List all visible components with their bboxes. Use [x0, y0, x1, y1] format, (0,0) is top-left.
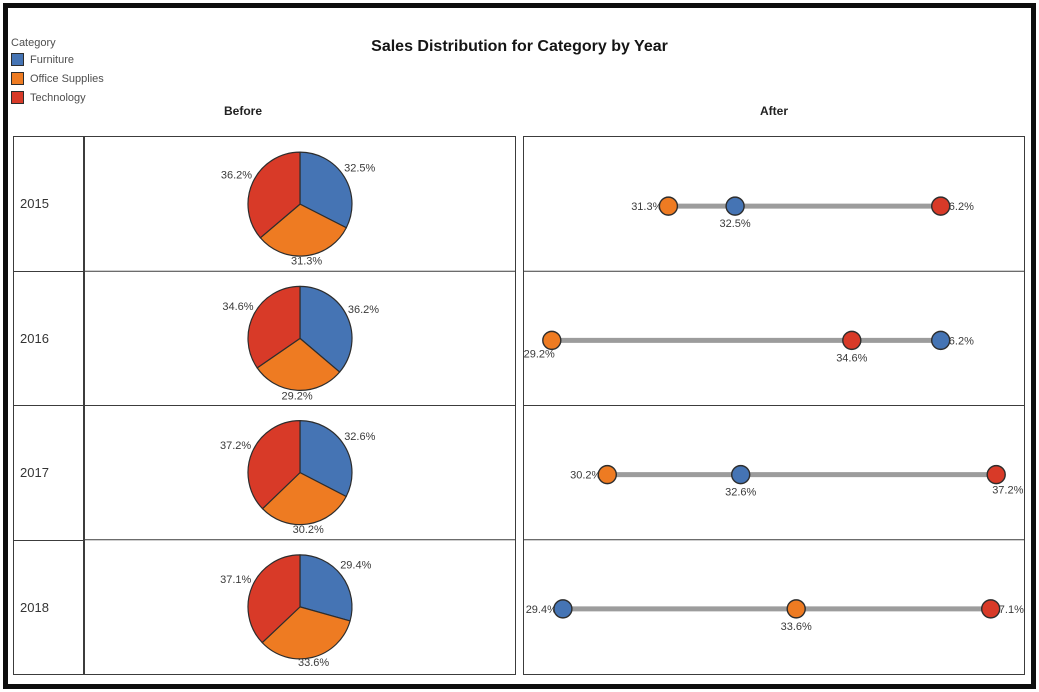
dot-label-technology-2015: 36.2%	[943, 201, 974, 213]
pie-label-technology-2016: 34.6%	[222, 301, 253, 313]
dot-label-office-supplies-2016: 29.2%	[524, 348, 555, 360]
dot-label-office-supplies-2018: 33.6%	[781, 621, 812, 633]
row-header-2018: 2018	[20, 599, 49, 615]
pie-slice-technology-2017[interactable]	[247, 420, 301, 510]
pie-slice-office-supplies-2018[interactable]	[261, 606, 351, 660]
pie-label-technology-2018: 37.1%	[220, 574, 251, 586]
dot-technology-2017[interactable]	[986, 464, 1006, 485]
office-supplies-color-swatch	[11, 72, 24, 85]
after-column-header: After	[759, 104, 788, 118]
furniture-color-swatch	[11, 53, 24, 66]
pie-label-furniture-2017: 32.6%	[344, 431, 375, 443]
dot-office-supplies-2016[interactable]	[542, 330, 562, 351]
row-header-2017: 2017	[14, 406, 83, 541]
pie-slice-technology-2016[interactable]	[247, 285, 301, 369]
legend-item-office-supplies[interactable]: Office Supplies	[11, 72, 104, 85]
dot-technology-2016[interactable]	[842, 330, 862, 351]
dot-office-supplies-2017[interactable]	[597, 464, 618, 485]
pie-slice-technology-2018[interactable]	[247, 554, 301, 644]
pie-slice-office-supplies-2016[interactable]	[256, 337, 341, 391]
after-dumbbell-svg: 32.5% 31.3% 36.2% 36.2% 29.2% 34.6% 32.6% 30.2%…	[524, 196, 1024, 633]
row-header-2015: 2015	[14, 137, 83, 272]
pie-slice-office-supplies-2017[interactable]	[261, 472, 347, 526]
row-header-2016: 2016	[14, 272, 83, 406]
legend-label-furniture: Furniture	[30, 53, 75, 66]
pie-label-office-supplies-2018: 33.6%	[298, 657, 329, 669]
technology-color-swatch	[11, 91, 24, 104]
dot-label-furniture-2017: 32.6%	[725, 487, 756, 499]
dot-label-furniture-2016: 36.2%	[943, 335, 974, 347]
dot-technology-2015[interactable]	[931, 196, 951, 216]
category-legend: Category Furniture Office Supplies Techn…	[11, 37, 104, 110]
pie-label-office-supplies-2015: 31.3%	[291, 256, 322, 268]
pie-label-technology-2015: 36.2%	[221, 170, 252, 182]
before-pies-svg: 32.5% 31.3% 36.2% 36.2% 29.2% 34.6% 32.6% 30.2%…	[85, 151, 515, 669]
dot-technology-2018[interactable]	[981, 599, 1001, 619]
legend-label-technology: Technology	[30, 91, 86, 104]
dot-furniture-2017[interactable]	[730, 464, 751, 485]
pie-label-office-supplies-2016: 29.2%	[281, 390, 312, 402]
legend-item-technology[interactable]: Technology	[11, 91, 104, 104]
legend-label-office-supplies: Office Supplies	[30, 72, 104, 85]
dot-label-technology-2016: 34.6%	[836, 352, 867, 364]
pie-label-furniture-2015: 32.5%	[344, 163, 375, 175]
dot-furniture-2016[interactable]	[931, 330, 951, 351]
dot-label-technology-2017: 37.2%	[992, 485, 1023, 497]
pie-slice-office-supplies-2015[interactable]	[259, 203, 347, 257]
legend-title: Category	[11, 37, 56, 49]
after-dumbbell-panel: 32.5% 31.3% 36.2% 36.2% 29.2% 34.6% 32.6% 30.2%…	[523, 136, 1025, 675]
year-column: 2015 2016 2017 2018	[13, 136, 84, 675]
dot-office-supplies-2018[interactable]	[786, 599, 806, 619]
dot-label-furniture-2018: 29.4%	[526, 604, 557, 616]
dot-label-technology-2018: 37.1%	[993, 604, 1024, 616]
pie-slice-furniture-2018[interactable]	[299, 554, 353, 622]
before-column-header: Before	[223, 104, 262, 118]
before-pies-panel: 32.5% 31.3% 36.2% 36.2% 29.2% 34.6% 32.6% 30.2%…	[84, 136, 516, 675]
legend-item-furniture[interactable]: Furniture	[11, 53, 104, 66]
pie-label-furniture-2016: 36.2%	[348, 304, 379, 316]
dot-furniture-2018[interactable]	[553, 599, 573, 619]
pie-label-office-supplies-2017: 30.2%	[293, 524, 324, 536]
pie-label-furniture-2018: 29.4%	[340, 560, 371, 572]
dot-label-office-supplies-2015: 31.3%	[631, 201, 662, 213]
dot-office-supplies-2015[interactable]	[658, 196, 679, 216]
pie-slice-furniture-2016[interactable]	[299, 285, 353, 373]
pie-label-technology-2017: 37.2%	[220, 440, 251, 452]
pie-slice-furniture-2017[interactable]	[299, 420, 353, 498]
chart-title: Sales Distribution for Category by Year	[371, 38, 668, 55]
dot-label-office-supplies-2017: 30.2%	[570, 470, 601, 482]
dot-furniture-2015[interactable]	[725, 196, 745, 216]
dot-label-furniture-2015: 32.5%	[719, 218, 750, 230]
pie-slice-furniture-2015[interactable]	[299, 151, 353, 229]
pie-slice-technology-2015[interactable]	[247, 151, 301, 239]
